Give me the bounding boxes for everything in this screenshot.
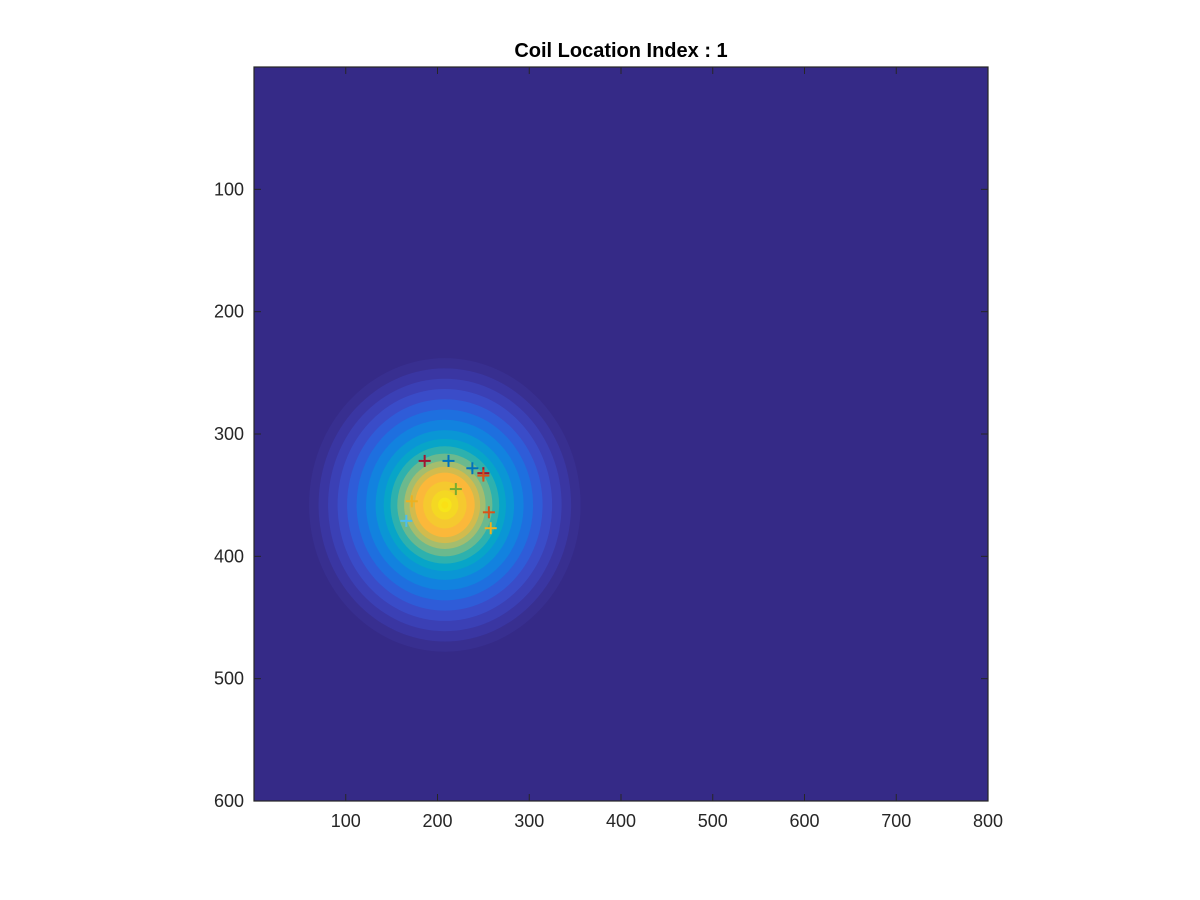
field-peak <box>441 501 449 509</box>
coil-marker-1 <box>442 454 455 467</box>
x-tick-label: 500 <box>698 811 728 831</box>
plot-area <box>254 67 988 801</box>
y-tick-label: 400 <box>214 546 244 566</box>
heatmap-field <box>309 358 581 652</box>
y-tick-label: 600 <box>214 791 244 811</box>
coil-marker-9 <box>484 522 497 535</box>
x-axis: 100 200 300 400 500 600 700 800 <box>331 67 1003 831</box>
x-tick-label: 100 <box>331 811 361 831</box>
coil-marker-6 <box>405 495 418 508</box>
y-tick-label: 300 <box>214 424 244 444</box>
y-tick-label: 100 <box>214 179 244 199</box>
coil-marker-5 <box>449 483 462 496</box>
coil-marker-4 <box>477 469 490 482</box>
coil-marker-8 <box>400 514 413 527</box>
x-tick-label: 800 <box>973 811 1003 831</box>
y-tick-label: 200 <box>214 302 244 322</box>
coil-markers <box>400 454 497 535</box>
coil-marker-7 <box>482 506 495 519</box>
x-tick-label: 200 <box>422 811 452 831</box>
coil-marker-2 <box>466 462 479 475</box>
y-tick-label: 500 <box>214 669 244 689</box>
x-tick-label: 400 <box>606 811 636 831</box>
chart-title: Coil Location Index : 1 <box>514 40 727 62</box>
coil-marker-0 <box>418 454 431 467</box>
x-tick-label: 300 <box>514 811 544 831</box>
y-axis: 100 200 300 400 500 600 <box>214 179 988 811</box>
x-tick-label: 700 <box>881 811 911 831</box>
x-tick-label: 600 <box>789 811 819 831</box>
